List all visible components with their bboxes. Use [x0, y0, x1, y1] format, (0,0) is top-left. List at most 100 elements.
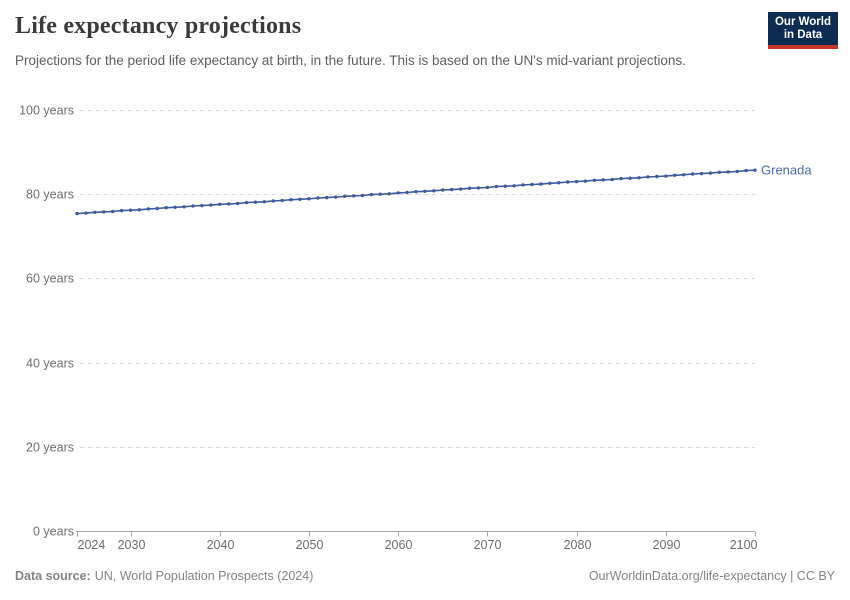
data-point: [467, 186, 472, 190]
data-point: [84, 211, 88, 215]
x-axis-tick-label: 2100: [730, 538, 758, 552]
data-point: [432, 189, 436, 193]
data-source-text: UN, World Population Prospects (2024): [94, 569, 314, 583]
owid-logo-line2: in Data: [783, 29, 823, 41]
y-axis-tick-label: 40 years: [26, 357, 74, 371]
page-title: Life expectancy projections: [15, 13, 302, 39]
data-point: [637, 176, 641, 180]
data-point: [405, 190, 409, 195]
data-point: [262, 200, 266, 204]
data-point: [298, 197, 302, 201]
data-point: [699, 171, 704, 176]
data-point: [744, 168, 748, 173]
data-point: [726, 170, 730, 174]
owid-url-license-link[interactable]: OurWorldinData.org/life-expectancy | CC …: [588, 569, 835, 583]
data-point: [664, 174, 668, 178]
data-point: [539, 182, 543, 186]
x-axis-tick-label: 2070: [474, 538, 502, 552]
data-point: [164, 206, 168, 210]
data-point: [235, 201, 240, 206]
data-point: [735, 169, 739, 174]
data-point: [191, 204, 195, 208]
data-point: [628, 176, 632, 180]
data-point: [673, 173, 677, 177]
data-point: [619, 176, 623, 181]
data-point: [601, 178, 605, 182]
chart-footer: Data source: UN, World Population Prospec…: [15, 569, 835, 583]
data-point: [137, 208, 142, 212]
data-point: [146, 207, 151, 211]
data-point: [450, 187, 454, 192]
data-point: [494, 184, 498, 189]
data-point: [342, 194, 347, 198]
data-point: [592, 178, 597, 182]
data-point: [218, 202, 222, 206]
data-point: [441, 188, 445, 192]
data-point: [753, 168, 757, 172]
data-point: [646, 175, 650, 179]
y-axis-tick-label: 100 years: [19, 104, 74, 118]
data-point: [512, 184, 516, 188]
data-point: [574, 179, 579, 184]
owid-logo-line1: Our World: [774, 16, 831, 28]
data-point: [503, 184, 507, 188]
y-axis-tick-label: 20 years: [26, 441, 74, 455]
data-point: [271, 199, 275, 203]
data-point: [102, 210, 106, 214]
data-point: [351, 194, 356, 198]
data-point: [548, 181, 552, 185]
page-subtitle: Projections for the period life expectan…: [15, 53, 686, 68]
data-point: [583, 179, 588, 183]
owid-logo: Our World in Data: [768, 12, 838, 49]
data-point: [128, 208, 133, 212]
data-point: [316, 196, 320, 200]
data-point: [369, 192, 374, 197]
data-point: [173, 205, 177, 209]
data-point: [566, 180, 570, 184]
data-point: [182, 205, 186, 209]
y-axis-tick-label: 0 years: [33, 525, 74, 539]
data-point: [209, 203, 213, 207]
data-point: [360, 193, 365, 198]
y-axis-tick-label: 80 years: [26, 188, 74, 202]
data-point: [655, 174, 659, 179]
x-axis-tick-label: 2080: [564, 538, 592, 552]
data-point: [387, 192, 391, 196]
data-point: [485, 185, 490, 190]
data-point: [458, 187, 463, 191]
x-axis-tick-label: 2060: [385, 538, 413, 552]
data-point: [708, 171, 713, 175]
data-point: [280, 198, 284, 203]
data-point: [93, 210, 97, 214]
data-point: [200, 203, 204, 208]
data-point: [244, 200, 249, 205]
data-point: [378, 192, 382, 196]
series-label-grenada[interactable]: Grenada: [761, 163, 812, 178]
data-point: [476, 186, 481, 190]
data-point: [325, 195, 329, 200]
data-point: [227, 202, 231, 206]
data-source-label: Data source:: [15, 569, 91, 583]
x-axis-tick-label: 2050: [296, 538, 324, 552]
data-point: [717, 170, 721, 174]
data-point: [119, 208, 124, 213]
data-point: [610, 177, 614, 182]
data-point: [289, 198, 293, 202]
data-point: [396, 191, 400, 195]
data-point: [334, 195, 338, 199]
data-point: [557, 181, 561, 185]
data-point: [423, 189, 427, 193]
x-axis-tick-label: 2040: [207, 538, 235, 552]
x-axis-tick-label: 2030: [118, 538, 146, 552]
data-point: [521, 183, 525, 187]
data-point: [75, 211, 79, 216]
data-source-note: Data source: UN, World Population Prospec…: [15, 569, 313, 583]
data-point: [690, 172, 695, 176]
x-axis-tick-label: 2024: [78, 538, 106, 552]
data-point: [155, 206, 159, 211]
data-point: [530, 182, 534, 187]
data-point: [111, 209, 115, 214]
data-point: [414, 190, 418, 194]
data-point: [253, 200, 258, 204]
